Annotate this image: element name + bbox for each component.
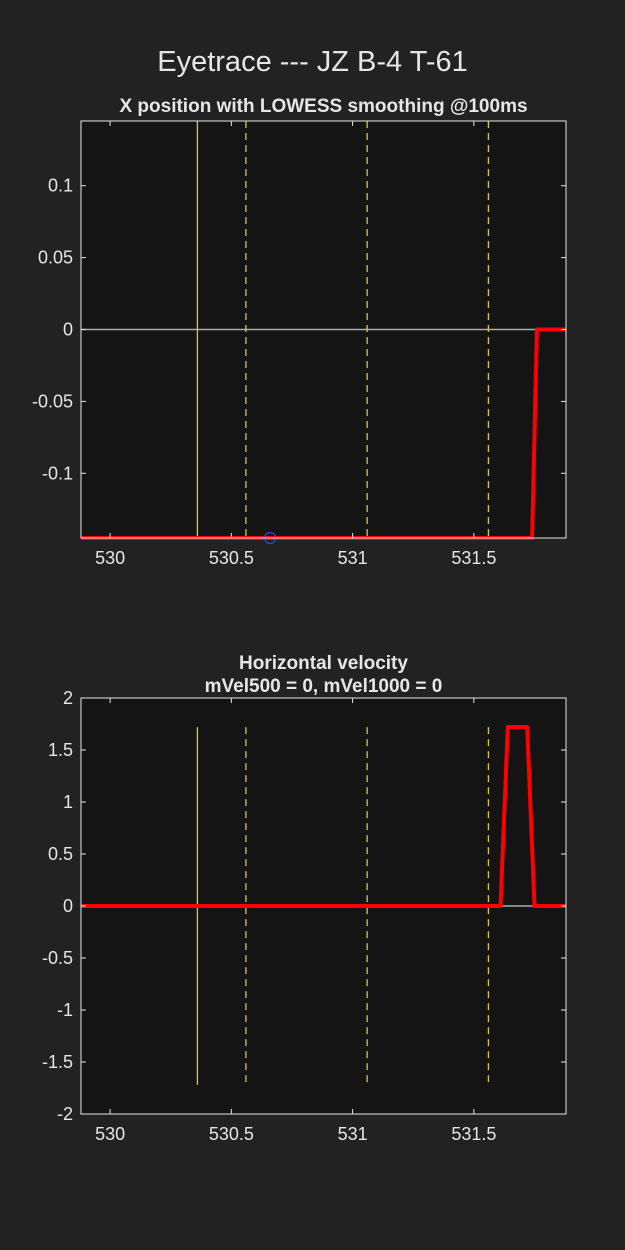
x-tick-label: 530.5 [209,1124,254,1144]
y-tick-label: -1 [57,1000,73,1020]
y-tick-label: 0.1 [48,176,73,196]
position-axes: X position with LOWESS smoothing @100ms 5… [32,96,567,568]
y-tick-label: 2 [63,688,73,708]
figure-title: Eyetrace --- JZ B-4 T-61 [157,46,468,78]
axes-subtitle: mVel500 = 0, mVel1000 = 0 [205,676,443,697]
y-tick-label: 1.5 [48,740,73,760]
x-tick-label: 530.5 [209,548,254,568]
x-tick-label: 531 [338,548,368,568]
trace-line [81,725,566,908]
y-tick-label: -2 [57,1104,73,1124]
y-tick-label: -0.05 [32,391,73,411]
axes-title: X position with LOWESS smoothing @100ms [119,96,527,117]
x-tick-label: 531.5 [451,548,496,568]
y-tick-label: 0.05 [38,248,73,268]
y-tick-label: 0 [63,896,73,916]
x-tick-label: 531 [338,1124,368,1144]
axes-title: Horizontal velocity [239,653,408,674]
x-tick-label: 530 [95,548,125,568]
y-tick-label: -1.5 [42,1052,73,1072]
x-tick-label: 531.5 [451,1124,496,1144]
y-tick-label: 1 [63,792,73,812]
y-tick-label: 0.5 [48,844,73,864]
y-tick-label: -0.1 [42,463,73,483]
y-tick-label: 0 [63,320,73,340]
y-tick-label: -0.5 [42,948,73,968]
x-tick-label: 530 [95,1124,125,1144]
